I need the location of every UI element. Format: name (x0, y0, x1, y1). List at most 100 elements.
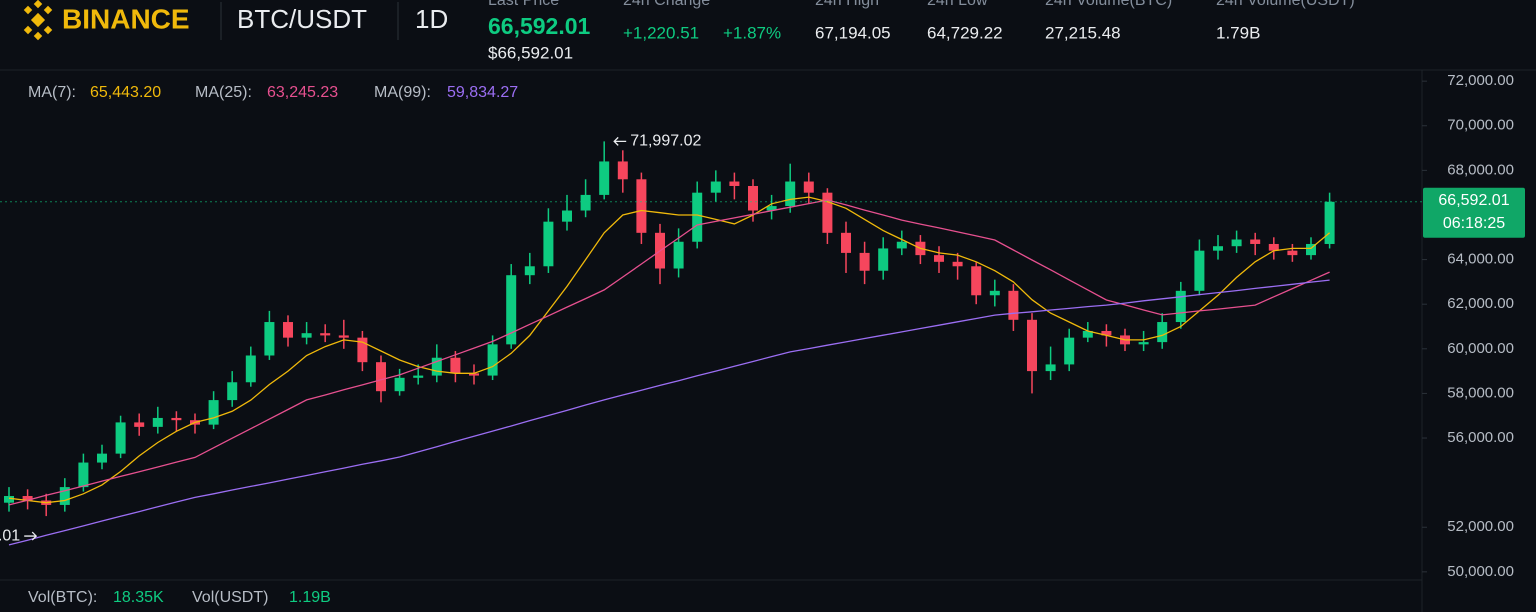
candle-body (1194, 250, 1205, 291)
candle-body (450, 357, 461, 374)
candle-body (785, 181, 796, 207)
candle-body (97, 453, 107, 463)
candle-body (320, 333, 331, 336)
candle-body (1101, 330, 1112, 336)
price-tag-value: 66,592.01 (1438, 192, 1509, 209)
candle-body (134, 422, 145, 427)
candle-body (1027, 319, 1037, 372)
interval[interactable]: 1D (415, 4, 448, 34)
candle-body (22, 496, 33, 501)
legend-value: 65,443.20 (90, 84, 161, 101)
candle-body (1008, 290, 1019, 320)
candle-body (543, 221, 554, 267)
legend-value: 63,245.23 (267, 84, 338, 101)
legend-value: 59,834.27 (447, 84, 518, 101)
candle-body (599, 161, 610, 195)
logo[interactable]: BINANCE (23, 0, 190, 41)
change-pct: +1.87% (723, 23, 781, 42)
candle-body (989, 290, 1000, 296)
legend-label: MA(99): (374, 84, 431, 101)
candle-body (859, 252, 870, 271)
y-tick-label: 56,000.00 (1447, 429, 1514, 446)
candle-body (934, 255, 944, 262)
candle-body (1287, 250, 1298, 256)
stat-label: 24h High (815, 0, 879, 9)
candle-body (469, 373, 479, 376)
candle-body (803, 181, 814, 193)
legend-label: MA(7): (28, 84, 76, 101)
logo-icon (23, 0, 53, 41)
y-tick-label: 64,000.00 (1447, 251, 1514, 268)
volume-btc: 27,215.48 (1045, 23, 1121, 42)
candle-body (338, 335, 349, 338)
annotation-high: 71,997.02 (630, 133, 701, 150)
candle-body (357, 337, 368, 363)
candle-body (1157, 322, 1168, 343)
y-tick-label: 62,000.00 (1447, 295, 1514, 312)
candle-body (729, 181, 740, 186)
y-tick-label: 70,000.00 (1447, 117, 1514, 134)
candle-body (673, 241, 684, 269)
candle-body (1045, 364, 1056, 372)
change: +1,220.51 (623, 23, 699, 42)
ma-line (8, 199, 1330, 506)
stat-label: 24h Volume(USDT) (1216, 0, 1355, 9)
candle-body (264, 322, 275, 356)
stat-label: Last Price (488, 0, 559, 9)
stat-label: 24h Low (927, 0, 988, 9)
candles (4, 141, 1335, 517)
candle-body (617, 161, 628, 180)
candle-body (78, 462, 89, 488)
candle-body (301, 333, 312, 338)
candle-body (171, 417, 182, 421)
candle-body (115, 422, 126, 454)
candle-body (841, 232, 851, 253)
price-tag (1423, 187, 1525, 238)
y-tick-label: 60,000.00 (1447, 340, 1514, 357)
candle-body (1268, 243, 1279, 251)
candle-body (766, 206, 777, 211)
stat-label: 24h Volume(BTC) (1045, 0, 1172, 9)
volume-value: 18.35K (113, 589, 164, 606)
candle-body (227, 382, 238, 401)
candle-body (524, 266, 535, 276)
candle-body (245, 355, 256, 383)
candle-body (1064, 337, 1075, 365)
candle-body (878, 248, 889, 271)
y-tick-label: 72,000.00 (1447, 72, 1514, 89)
candle-body (506, 275, 517, 345)
candle-body (822, 192, 833, 233)
candle-body (376, 362, 386, 392)
price-tag-countdown: 06:18:25 (1443, 215, 1505, 232)
candle-body (487, 344, 498, 376)
candle-body (431, 357, 442, 376)
stat-label: 24h Change (623, 0, 710, 9)
candle-body (710, 181, 721, 193)
high: 67,194.05 (815, 23, 891, 42)
candle-body (562, 210, 572, 222)
legend-label: MA(25): (195, 84, 252, 101)
last-price-usd: $66,592.01 (488, 43, 573, 62)
ma-line (8, 279, 1330, 546)
candle-body (692, 192, 703, 242)
pair[interactable]: BTC/USDT (237, 4, 367, 34)
y-tick-label: 68,000.00 (1447, 161, 1514, 178)
volume-value: 1.19B (289, 589, 331, 606)
candle-body (896, 241, 907, 249)
candle-body (59, 487, 70, 505)
candle-body (580, 194, 591, 211)
candle-body (636, 179, 647, 233)
candle-body (1213, 246, 1223, 251)
candle-body (394, 377, 405, 392)
candle-body (152, 417, 163, 427)
y-tick-label: 50,000.00 (1447, 563, 1514, 580)
candle-body (413, 375, 424, 378)
candle-body (208, 400, 219, 425)
annotation-arrow (613, 136, 627, 146)
low: 64,729.22 (927, 23, 1003, 42)
candle-body (1082, 330, 1093, 338)
candle-body (748, 185, 758, 211)
volume-label: Vol(USDT) (192, 589, 268, 606)
